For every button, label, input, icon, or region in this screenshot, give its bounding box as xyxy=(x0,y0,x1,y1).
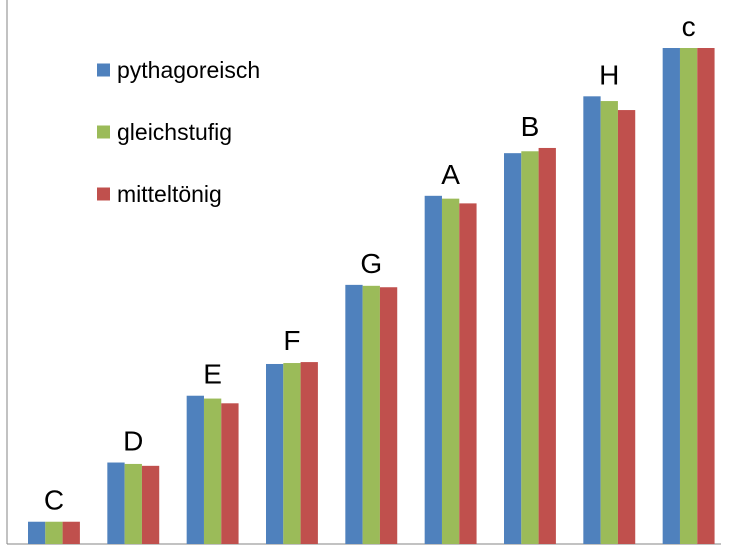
legend-swatch-pythagoreisch xyxy=(97,63,110,77)
legend-label-pythagoreisch: pythagoreisch xyxy=(117,57,260,83)
category-labels: C D E F G A B Hc xyxy=(44,11,696,516)
bar-mitteltönig-G xyxy=(379,287,398,544)
legend-swatch-mitteltönig xyxy=(97,187,110,201)
category-label-B: B xyxy=(521,111,540,142)
bar-gleichstufig-C xyxy=(45,521,63,544)
bar-gleichstufig-D xyxy=(124,463,142,544)
category-label-G: G xyxy=(360,248,382,279)
category-label-c: c xyxy=(682,11,696,42)
bar-mitteltönig-c xyxy=(697,48,715,544)
bar-mitteltönig-H xyxy=(617,110,636,544)
category-label-E: E xyxy=(203,359,222,390)
bar-gleichstufig-H xyxy=(600,101,618,544)
bar-mitteltönig-C xyxy=(62,521,80,544)
bar-pythagoreisch-A xyxy=(424,195,442,544)
bar-gleichstufig-G xyxy=(362,285,380,544)
bar-pythagoreisch-H xyxy=(583,96,601,544)
category-label-C: C xyxy=(44,485,64,516)
bar-gleichstufig-F xyxy=(283,363,301,544)
legend-label-gleichstufig: gleichstufig xyxy=(117,119,232,145)
bar-pythagoreisch-F xyxy=(266,363,284,544)
category-label-A: A xyxy=(441,159,460,190)
category-label-F: F xyxy=(283,325,300,356)
bar-pythagoreisch-G xyxy=(345,284,363,544)
bar-pythagoreisch-E xyxy=(186,395,204,544)
bar-mitteltönig-B xyxy=(538,147,556,544)
bar-pythagoreisch-c xyxy=(662,48,680,544)
bar-mitteltönig-A xyxy=(459,203,477,544)
bar-mitteltönig-E xyxy=(221,403,239,544)
bar-pythagoreisch-C xyxy=(28,521,46,544)
bars-group xyxy=(28,48,715,545)
bar-gleichstufig-E xyxy=(203,398,222,544)
category-label-D: D xyxy=(123,426,143,457)
bar-mitteltönig-F xyxy=(300,362,318,544)
bar-gleichstufig-B xyxy=(521,151,539,544)
category-label-H: H xyxy=(599,59,619,90)
legend-swatch-gleichstufig xyxy=(97,125,110,139)
bar-pythagoreisch-B xyxy=(504,153,522,545)
legend: pythagoreisch gleichstufig mitteltönig xyxy=(97,57,260,207)
bar-gleichstufig-c xyxy=(679,48,698,544)
bar-pythagoreisch-D xyxy=(107,462,125,544)
bar-mitteltönig-D xyxy=(141,465,160,544)
bar-gleichstufig-A xyxy=(441,198,460,544)
legend-label-mitteltönig: mitteltönig xyxy=(117,181,222,207)
